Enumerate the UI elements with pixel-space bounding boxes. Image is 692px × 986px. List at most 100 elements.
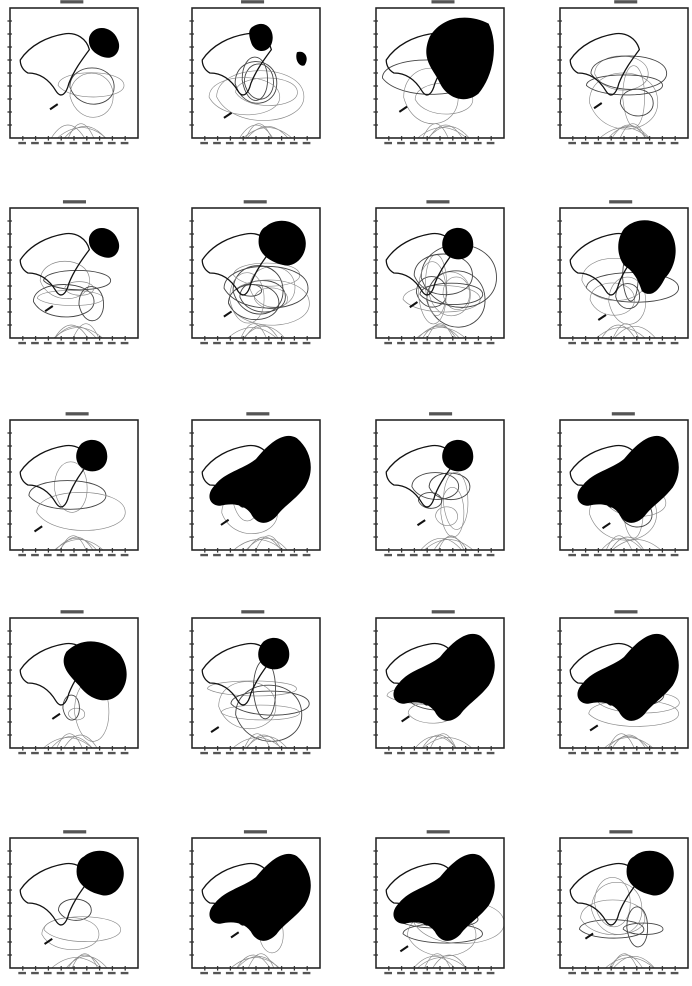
tick-label-mark xyxy=(435,553,444,557)
contour-line xyxy=(611,124,646,139)
contour-line xyxy=(56,733,83,749)
tick-label-mark xyxy=(435,751,444,755)
filled-region xyxy=(76,850,124,896)
arrow-mark xyxy=(51,712,61,720)
tick-label-mark xyxy=(384,751,392,755)
tick-label-mark xyxy=(409,751,418,755)
contour-line xyxy=(244,733,271,749)
tick-label-mark xyxy=(43,971,52,975)
panel-title-mark xyxy=(429,412,453,416)
tick-label-mark xyxy=(120,751,129,755)
contour-map xyxy=(7,412,139,557)
tick-label-mark xyxy=(581,141,589,145)
tick-label-mark xyxy=(82,751,90,755)
panel-title-mark xyxy=(246,412,270,416)
coastline xyxy=(19,32,91,96)
coastline xyxy=(201,232,273,296)
tick-label-mark xyxy=(619,553,628,557)
contour-line xyxy=(227,327,277,339)
tick-label-mark xyxy=(18,141,26,145)
tick-label-mark xyxy=(95,751,103,755)
contour-line xyxy=(414,735,457,749)
panel-title-mark xyxy=(241,0,265,4)
tick-label-mark xyxy=(200,971,208,975)
coastline xyxy=(19,444,91,508)
tick-label-mark xyxy=(568,553,576,557)
tick-label-mark xyxy=(82,553,90,557)
filled-region xyxy=(442,227,474,260)
arrow-mark xyxy=(401,715,410,723)
filled-region xyxy=(626,850,674,896)
arrow-mark xyxy=(399,945,409,953)
contour-line xyxy=(442,276,470,310)
tick-label-mark xyxy=(200,141,208,145)
tick-label-mark xyxy=(31,341,39,345)
contour-line xyxy=(585,74,663,96)
tick-label-mark xyxy=(593,751,602,755)
contour-line xyxy=(422,737,473,749)
contour-map xyxy=(7,200,139,345)
tick-label-mark xyxy=(238,971,247,975)
tick-label-mark xyxy=(645,971,653,975)
tick-label-mark xyxy=(251,141,260,145)
contour-line xyxy=(417,127,467,139)
tick-label-mark xyxy=(56,141,65,145)
contour-line xyxy=(243,325,285,339)
tick-label-mark xyxy=(670,141,679,145)
tick-label-mark xyxy=(568,341,576,345)
tick-label-mark xyxy=(120,141,129,145)
contour-line xyxy=(60,535,87,551)
contour-line xyxy=(54,539,104,551)
tick-label-mark xyxy=(95,971,103,975)
contour-line xyxy=(69,67,115,105)
contour-line xyxy=(241,56,269,101)
tick-label-mark xyxy=(606,751,615,755)
tick-label-mark xyxy=(473,971,482,975)
tick-label-mark xyxy=(82,971,90,975)
contour-line xyxy=(622,922,664,935)
contour-line xyxy=(608,733,635,749)
contour-line xyxy=(234,61,278,104)
contour-line xyxy=(615,283,641,309)
map-panel xyxy=(557,200,689,345)
panel-title-mark xyxy=(431,610,455,614)
tick-label-mark xyxy=(422,553,431,557)
tick-label-mark xyxy=(225,751,234,755)
contour-line xyxy=(589,282,635,316)
contour-line xyxy=(233,539,283,551)
tick-label-mark xyxy=(448,971,456,975)
contour-map xyxy=(557,830,689,975)
tick-label-mark xyxy=(632,341,640,345)
arrow-mark xyxy=(223,111,233,119)
arrow-mark xyxy=(593,102,603,110)
panel-title-mark xyxy=(60,610,84,614)
contour-line xyxy=(245,735,288,749)
contour-line xyxy=(626,906,649,948)
contour-line xyxy=(604,737,654,749)
filled-region xyxy=(209,853,311,941)
contour-line xyxy=(443,472,469,530)
tick-label-mark xyxy=(632,751,640,755)
contour-line xyxy=(440,487,465,538)
contour-line xyxy=(51,735,93,749)
map-panel xyxy=(189,610,321,755)
panel-title-mark xyxy=(243,830,267,834)
arrow-mark xyxy=(398,105,408,113)
tick-label-mark xyxy=(632,141,640,145)
tick-label-mark xyxy=(18,971,26,975)
tick-label-mark xyxy=(422,341,431,345)
contour-line xyxy=(41,917,100,950)
filled-region xyxy=(393,853,495,941)
tick-label-mark xyxy=(289,553,298,557)
coastline xyxy=(569,232,641,296)
arrow-mark xyxy=(416,519,426,527)
tick-label-mark xyxy=(238,553,247,557)
contour-line xyxy=(62,694,80,721)
tick-label-mark xyxy=(461,141,469,145)
tick-label-mark xyxy=(581,971,589,975)
contour-line xyxy=(420,537,462,551)
tick-label-mark xyxy=(461,553,469,557)
contour-map xyxy=(7,830,139,975)
contour-line xyxy=(235,77,298,106)
